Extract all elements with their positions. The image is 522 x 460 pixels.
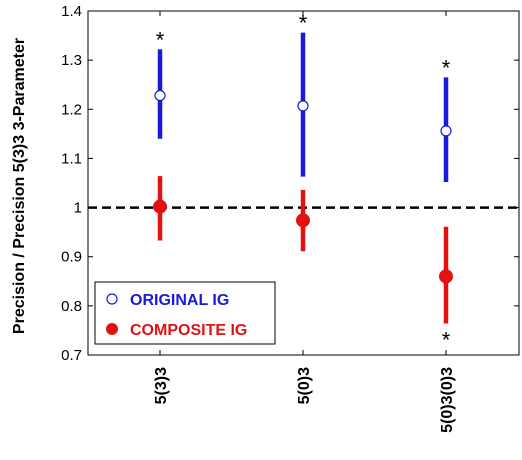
legend-marker-filled — [106, 323, 118, 335]
legend-label: ORIGINAL IG — [130, 292, 229, 309]
x-category-label: 5(0)3 — [296, 367, 313, 404]
series-composite-ig: * — [153, 176, 453, 353]
series-group: * * * * — [153, 11, 453, 353]
significance-marker: * — [442, 328, 451, 353]
legend: ORIGINAL IG COMPOSITE IG — [94, 281, 276, 345]
y-tick-label: 0.9 — [61, 249, 82, 266]
significance-marker: * — [156, 27, 165, 52]
legend-box — [94, 281, 276, 345]
y-tick-label: 1.3 — [61, 52, 82, 69]
significance-marker: * — [442, 55, 451, 80]
data-point-filled — [296, 213, 310, 228]
y-axis: 0.7 0.8 0.9 1 1.1 1.2 1.3 1.4 — [61, 3, 519, 364]
y-tick-label: 1.1 — [61, 150, 82, 167]
significance-marker: * — [299, 11, 308, 36]
x-category-label: 5(3)3 — [153, 367, 170, 404]
data-point-open — [154, 89, 166, 102]
y-tick-label: 0.8 — [61, 298, 82, 315]
data-point-open — [297, 100, 309, 112]
legend-marker-open — [106, 293, 118, 305]
y-tick-label: 1 — [74, 200, 82, 217]
data-point-filled — [439, 269, 453, 284]
data-point-open — [440, 125, 452, 137]
y-tick-label: 1.4 — [61, 3, 82, 20]
y-axis-title: Precision / Precision 5(3)3 3-Parameter — [11, 38, 28, 334]
x-axis: 5(3)3 5(0)3 5(0)3(0)3 — [153, 11, 456, 433]
y-tick-label: 0.7 — [61, 347, 82, 364]
series-original-ig: * * * — [154, 11, 452, 183]
y-tick-label: 1.2 — [61, 101, 82, 118]
legend-label: COMPOSITE IG — [130, 322, 247, 339]
data-point-filled — [153, 199, 167, 214]
x-category-label: 5(0)3(0)3 — [439, 367, 456, 433]
